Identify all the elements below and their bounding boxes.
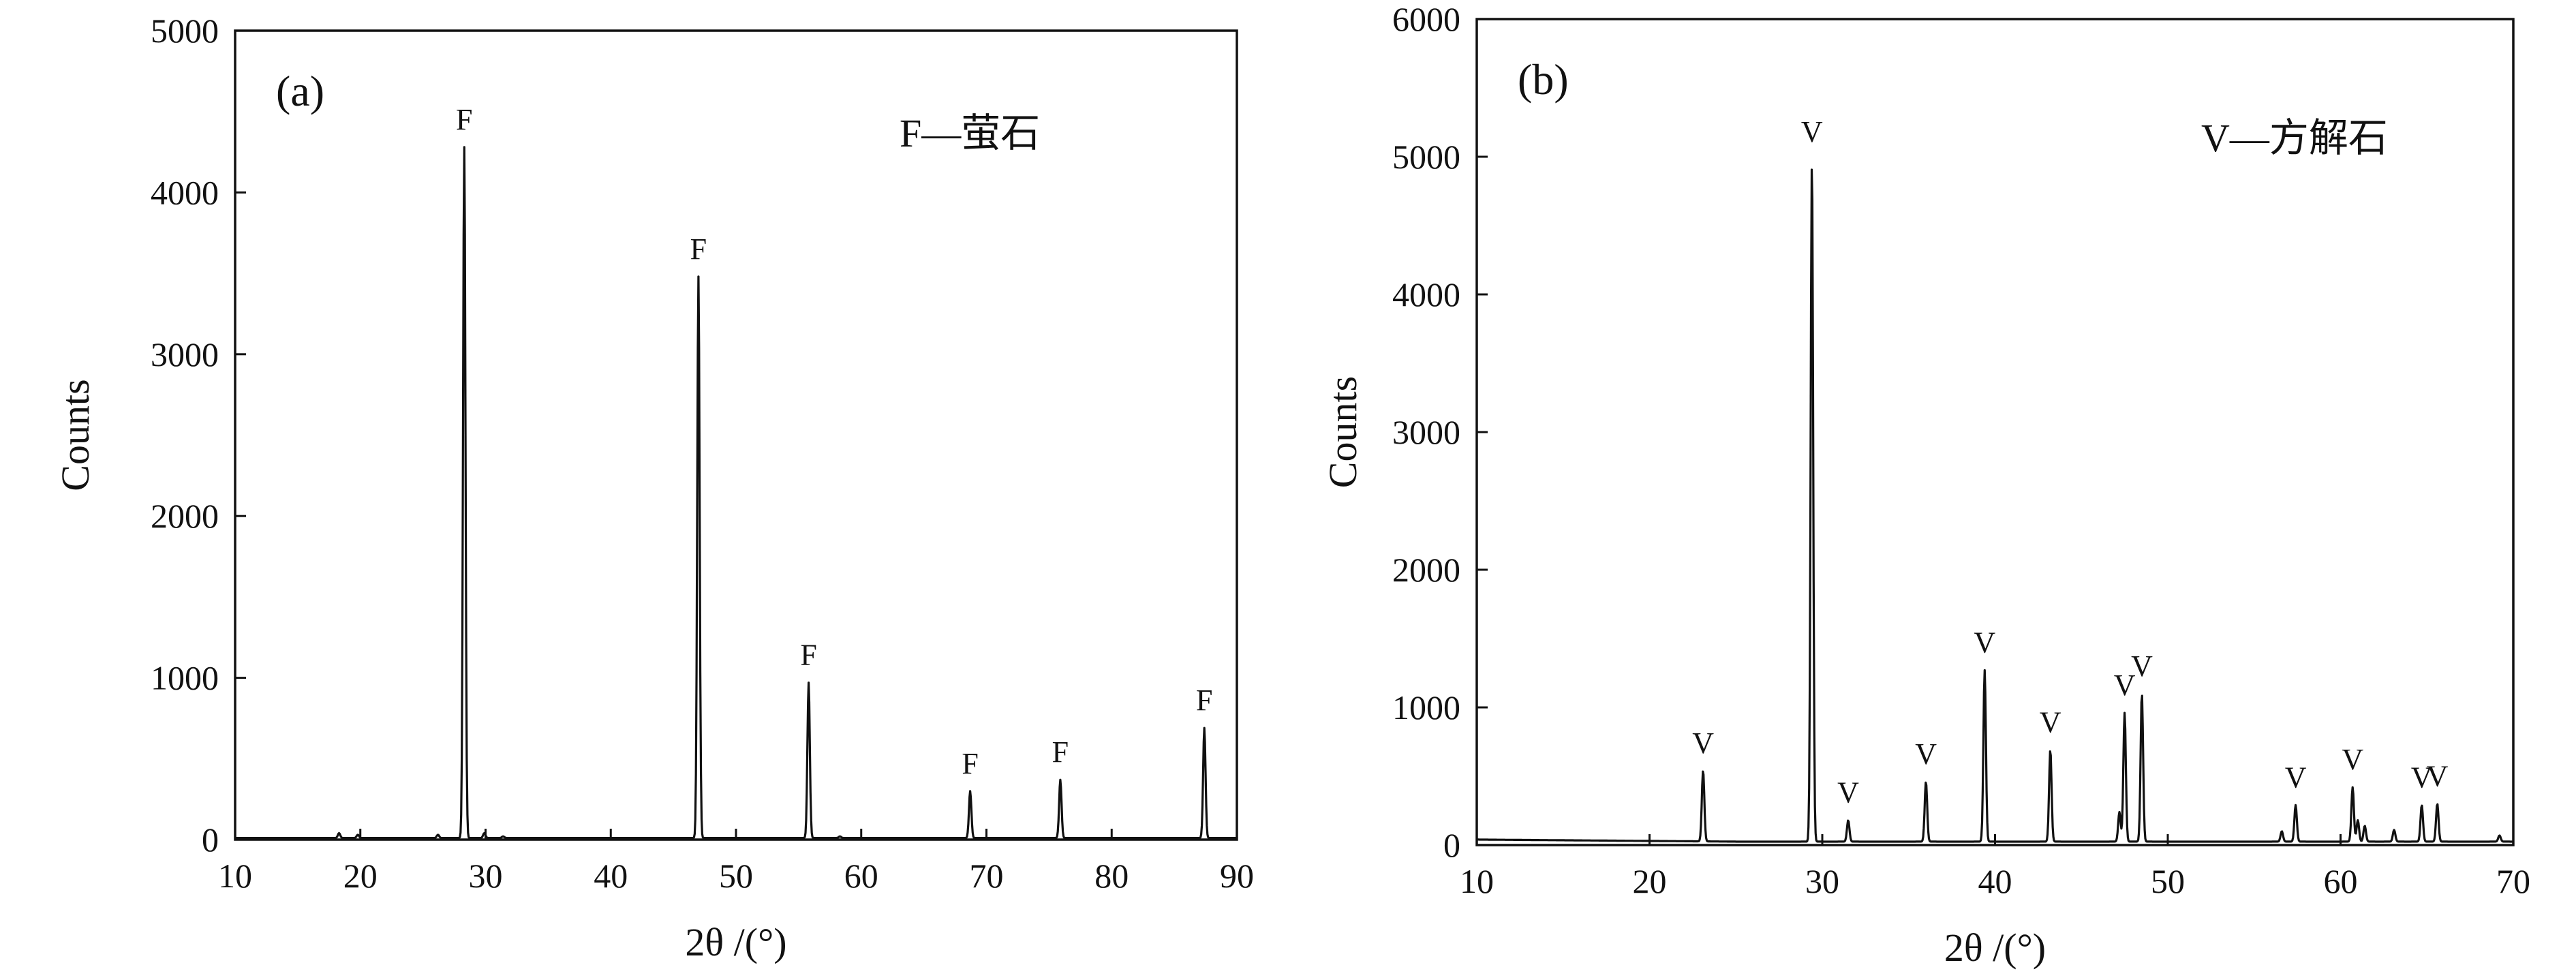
peak-label: F: [800, 639, 816, 672]
phase-legend-text: F—萤石: [900, 111, 1040, 155]
peak-label: F: [962, 747, 978, 780]
diffraction-trace: [234, 146, 1238, 840]
y-tick-label: 5000: [1392, 138, 1460, 176]
x-tick-label: 60: [2324, 862, 2358, 900]
peak-label: V: [2131, 649, 2153, 683]
panel-label: (b): [1518, 55, 1569, 104]
plot-frame: [234, 29, 1238, 841]
x-tick-label: 40: [1978, 862, 2012, 900]
x-axis-title: 2θ /(°): [685, 920, 786, 964]
chart-panel-a: 10 20 30 40 50 60 70 80 90 0 1000 2000 3000 4000 5000 2…: [53, 12, 1254, 964]
x-tick-label: 70: [970, 857, 1004, 895]
y-tick-label: 4000: [1392, 275, 1460, 313]
peak-label: V: [2114, 669, 2136, 702]
x-tick-label: 10: [1460, 862, 1494, 900]
x-tick-label: 90: [1220, 857, 1254, 895]
chart-panel-b: 10 20 30 40 50 60 70 0 1000 2000 3000 4000 5000 6000 2…: [1321, 0, 2530, 970]
peak-label: F: [1052, 735, 1069, 769]
y-tick-label: 3000: [151, 335, 219, 373]
y-tick-label: 0: [1443, 826, 1460, 864]
peak-label: V: [1801, 115, 1823, 149]
x-tick-label: 30: [1805, 862, 1839, 900]
peak-label: F: [1196, 684, 1212, 717]
y-tick-label: 3000: [1392, 413, 1460, 451]
x-tick-label: 50: [719, 857, 753, 895]
peak-label: V: [2040, 706, 2061, 739]
x-tick-label: 40: [594, 857, 628, 895]
x-tick-label: 80: [1094, 857, 1129, 895]
peak-label: V: [1692, 726, 1714, 760]
y-tick-label: 0: [202, 821, 219, 859]
y-tick-label: 2000: [151, 497, 219, 535]
phase-legend-text: V—方解石: [2201, 116, 2388, 160]
peak-label: F: [456, 103, 472, 136]
x-tick-label: 20: [343, 857, 378, 895]
x-tick-label: 60: [844, 857, 878, 895]
y-tick-label: 4000: [151, 173, 219, 211]
peak-label: V: [1837, 776, 1859, 810]
peak-label: V: [1915, 737, 1937, 771]
peak-label: V: [2342, 743, 2363, 776]
y-tick-label: 5000: [151, 12, 219, 50]
peak-label: F: [690, 232, 707, 266]
y-axis-title: Counts: [1321, 376, 1365, 488]
diffraction-trace: [1476, 168, 2514, 843]
peak-label: V: [2427, 759, 2449, 793]
y-tick-label: 1000: [1392, 688, 1460, 726]
panel-label: (a): [276, 67, 324, 115]
x-tick-label: 50: [2151, 862, 2185, 900]
y-tick-label: 1000: [151, 659, 219, 697]
x-tick-label: 10: [218, 857, 252, 895]
peak-label: V: [1974, 626, 1995, 659]
y-axis-title: Counts: [53, 379, 97, 491]
x-tick-label: 30: [469, 857, 503, 895]
y-tick-label: 2000: [1392, 551, 1460, 589]
y-tick-label: 6000: [1392, 0, 1460, 38]
peak-label: V: [2411, 761, 2433, 794]
x-tick-label: 20: [1633, 862, 1667, 900]
peak-label: V: [2285, 761, 2307, 794]
x-axis-title: 2θ /(°): [1944, 925, 2046, 970]
x-tick-label: 70: [2496, 862, 2530, 900]
